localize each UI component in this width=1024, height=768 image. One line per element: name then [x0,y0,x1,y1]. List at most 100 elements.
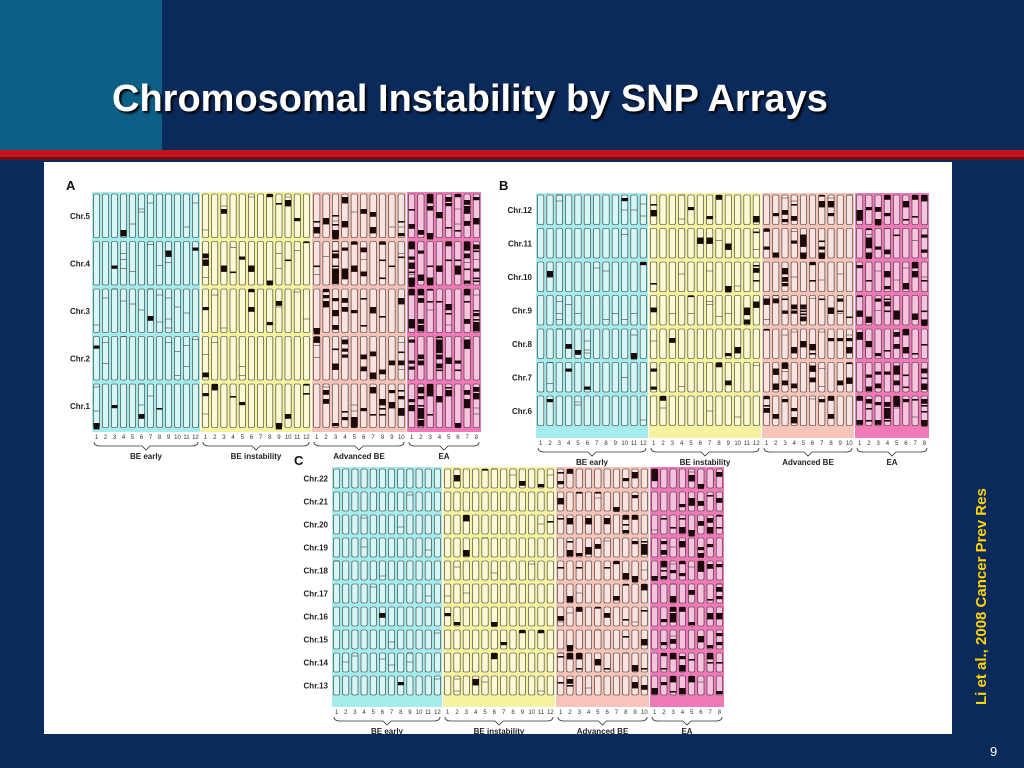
alteration-segment [417,420,424,427]
alteration-segment [408,360,415,364]
chromosome-bar [621,228,629,259]
sample-tick-label: 2 [867,441,871,447]
chromosome-bar [303,288,310,333]
sample-tick-label: 3 [222,435,226,441]
chromosome-bar [472,193,480,238]
alteration-segment [230,271,237,274]
alteration-segment [809,377,816,383]
alteration-segment [519,481,526,486]
chromosome-bar [622,606,630,627]
chromosome-bar [406,675,414,696]
alteration-segment [341,348,349,352]
alteration-segment [856,216,863,221]
chromosome-bar [388,583,395,604]
chromosome-bar [678,468,686,489]
chromosome-bar [406,514,414,535]
alteration-segment [856,335,863,340]
chromosome-bar [920,328,928,359]
chromosome-bar [809,295,816,326]
chromosome-bar [687,295,695,326]
group-bracket [333,716,441,726]
alteration-segment [688,530,695,537]
chromosome-bar [622,675,630,696]
chromosome-bar [621,261,629,292]
alteration-segment [893,380,900,386]
alteration-segment [707,527,714,534]
alteration-segment [594,544,601,549]
chromosome-bar [284,288,292,333]
chromosome-bar [715,261,723,292]
chromosome-bar [518,514,526,535]
chromosome-bar [630,362,638,393]
alteration-segment [566,685,574,687]
chromosome-bar [313,383,321,428]
sample-tick-label: 2 [662,710,666,716]
chromosome-bar [790,328,798,359]
chromosome-bar [651,629,659,650]
alteration-segment [613,507,620,512]
chromosome-bar [752,328,760,359]
chromosome-bar [360,537,368,558]
sample-tick-label: 5 [596,710,600,716]
alteration-segment [408,256,415,260]
chromosome-bar [284,241,292,286]
alteration-segment [781,219,789,223]
chromosome-bar [360,383,368,428]
chromosome-bar [706,583,714,604]
chromosome-bar [444,560,452,581]
alteration-segment [454,265,461,272]
alteration-segment [670,639,677,644]
chromosome-bar [781,295,789,326]
alteration-segment [921,310,928,313]
alteration-segment [464,405,471,409]
alteration-segment [902,386,909,389]
chromosome-bar [424,560,432,581]
chromosome-bar [406,537,414,558]
chromosome-bar [546,629,554,650]
sample-tick-label: 6 [586,441,590,447]
alteration-segment [454,360,461,364]
chromosome-bar [594,468,602,489]
chromosome-bar [509,606,517,627]
alteration-segment [893,344,900,349]
chromosome-bar [687,228,695,259]
chromosome-bar [603,652,611,673]
chromosome-bar [333,629,340,650]
alteration-segment [360,325,367,327]
alteration-segment [351,417,358,424]
alteration-segment [332,215,339,217]
chromosome-bar [772,328,780,359]
alteration-segment [660,570,667,572]
alteration-segment [884,310,891,313]
alteration-segment [398,390,405,392]
sample-tick-label: 8 [268,435,272,441]
chromosome-label: Chr.8 [512,340,533,349]
chromosome-bar [593,395,601,426]
alteration-segment [473,387,480,392]
group-label: BE early [371,727,404,734]
chromosome-bar [659,194,667,225]
alteration-segment [827,414,835,419]
chromosome-bar [211,241,219,286]
sample-tick-label: 6 [362,435,366,441]
alteration-segment [557,518,564,520]
chromosome-bar [518,537,526,558]
alteration-segment [369,351,377,357]
chromosome-bar [715,560,723,581]
group-label: EA [886,458,897,467]
sample-tick-label: 4 [231,435,235,441]
alteration-segment [827,396,835,401]
alteration-segment [846,377,853,384]
alteration-segment [379,414,386,416]
chromosome-bar [585,675,593,696]
sample-tick-label: 5 [447,435,451,441]
alteration-segment [716,587,723,592]
chromosome-bar [462,583,470,604]
chromosome-bar [369,241,377,286]
alteration-segment [436,348,443,352]
alteration-segment [679,541,686,548]
chromosome-bar [781,395,789,426]
alteration-segment [398,221,405,223]
chromosome-bar [772,395,780,426]
chromosome-bar [284,383,292,428]
